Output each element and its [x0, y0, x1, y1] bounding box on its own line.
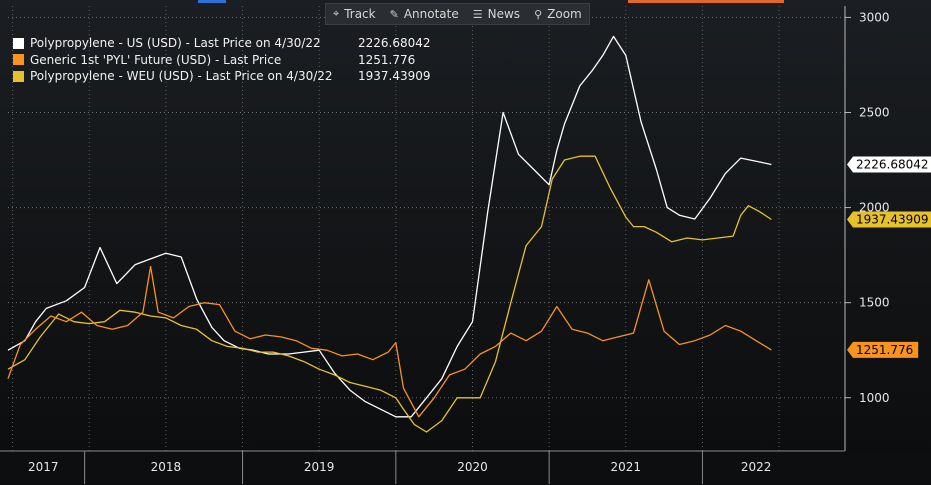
- x-tick-label: 2022: [741, 460, 772, 474]
- magnifier-icon: ⚲: [534, 7, 543, 21]
- pencil-icon: ✎: [389, 7, 399, 21]
- y-tick-label: 2000: [859, 201, 890, 215]
- x-tick-label: 2017: [28, 460, 59, 474]
- x-tick-label: 2020: [457, 460, 488, 474]
- news-icon: ☰: [472, 7, 483, 21]
- series-line-us[interactable]: [7, 35, 772, 418]
- legend-label: Generic 1st 'PYL' Future (USD) - Last Pr…: [30, 52, 282, 67]
- series-line-future[interactable]: [7, 265, 772, 418]
- x-axis-strip: [0, 451, 931, 484]
- track-button[interactable]: ⌖ Track: [326, 4, 383, 24]
- x-tick-label: 2018: [151, 460, 182, 474]
- zoom-label: Zoom: [547, 7, 582, 21]
- legend-value: 1251.776: [358, 52, 416, 67]
- x-tick-label: 2019: [304, 460, 335, 474]
- last-value-tag-text: 1937.43909: [856, 212, 929, 226]
- y-tick-label: 2500: [859, 105, 890, 119]
- legend-entry-us[interactable]: Polypropylene - US (USD) - Last Price on…: [13, 35, 431, 52]
- top-edge-marker: [628, 0, 784, 3]
- news-button[interactable]: ☰ News: [466, 4, 527, 24]
- x-tick-label: 2021: [611, 460, 642, 474]
- last-value-tag-text: 1251.776: [856, 343, 913, 357]
- news-label: News: [487, 7, 521, 21]
- last-value-tag-text: 2226.68042: [856, 157, 929, 171]
- legend-value: 1937.43909: [358, 69, 431, 83]
- legend-entry-future[interactable]: Generic 1st 'PYL' Future (USD) - Last Pr…: [13, 52, 415, 69]
- y-tick-label: 1000: [859, 391, 890, 405]
- track-label: Track: [344, 7, 376, 21]
- series-line-weu[interactable]: [7, 155, 772, 433]
- legend-swatch: [13, 37, 24, 49]
- legend-value: 2226.68042: [358, 36, 431, 50]
- legend-entry-weu[interactable]: Polypropylene - WEU (USD) - Last Price o…: [13, 68, 431, 85]
- y-tick-label: 1500: [859, 296, 890, 310]
- zoom-button[interactable]: ⚲ Zoom: [527, 4, 589, 24]
- crosshair-icon: ⌖: [333, 7, 340, 20]
- legend-swatch: [13, 70, 24, 82]
- last-value-tag: [847, 211, 931, 228]
- annotate-button[interactable]: ✎ Annotate: [383, 4, 466, 24]
- legend-swatch: [13, 54, 24, 66]
- legend-label: Polypropylene - WEU (USD) - Last Price o…: [30, 69, 333, 83]
- legend-label: Polypropylene - US (USD) - Last Price on…: [30, 36, 321, 50]
- annotate-label: Annotate: [403, 7, 459, 21]
- chart-legend: Polypropylene - US (USD) - Last Price on…: [13, 35, 431, 85]
- last-value-tag: [847, 156, 931, 173]
- top-edge-marker: [198, 0, 226, 3]
- last-value-tag: [847, 341, 919, 358]
- chart-toolbar: ⌖ Track ✎ Annotate ☰ News ⚲ Zoom: [325, 3, 590, 25]
- y-tick-label: 3000: [859, 10, 890, 24]
